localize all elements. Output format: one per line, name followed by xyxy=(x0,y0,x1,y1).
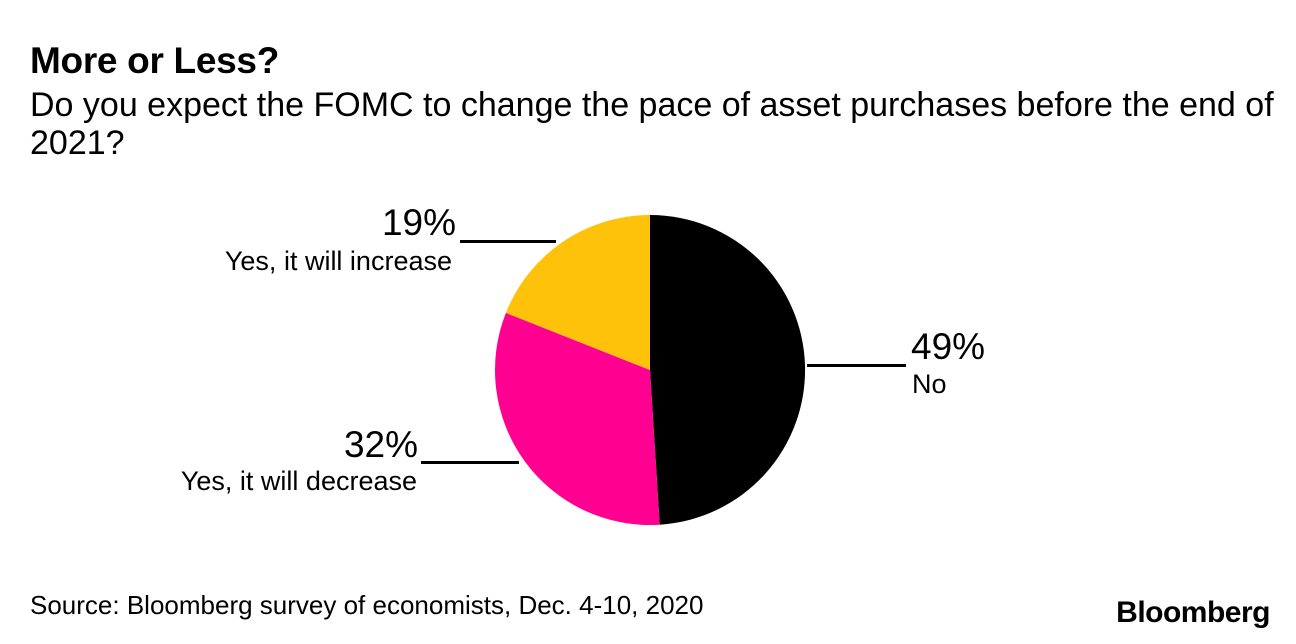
label-pct-decrease: 32% xyxy=(343,424,418,465)
source-note: Source: Bloomberg survey of economists, … xyxy=(30,590,704,620)
leader-line-increase xyxy=(460,240,556,243)
pie-slice-yes-it-will-increase xyxy=(505,215,650,370)
leader-line-no xyxy=(807,364,906,367)
leader-line-decrease xyxy=(421,461,519,464)
label-pct-no: 49% xyxy=(911,326,986,367)
chart-title: More or Less? xyxy=(30,40,279,81)
bloomberg-logo: Bloomberg xyxy=(1116,596,1270,629)
label-category-no: No xyxy=(912,369,947,399)
label-category-increase: Yes, it will increase xyxy=(224,246,452,276)
label-category-decrease: Yes, it will decrease xyxy=(180,466,417,496)
pie-slice-yes-it-will-decrease xyxy=(494,312,660,526)
pie-slice-no xyxy=(650,215,806,525)
label-pct-increase: 19% xyxy=(381,202,456,243)
chart-subtitle: Do you expect the FOMC to change the pac… xyxy=(30,86,1274,162)
